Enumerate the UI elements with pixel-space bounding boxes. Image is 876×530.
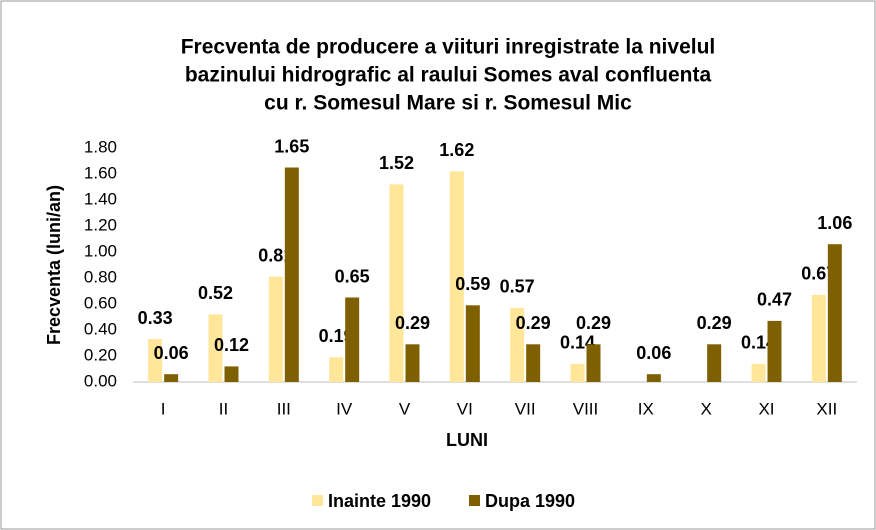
chart-title: cu r. Somesul Mare si r. Somesul Mic — [264, 92, 632, 115]
x-tick-label: II — [219, 399, 228, 418]
bar — [646, 374, 661, 382]
data-label: 0.47 — [757, 290, 792, 310]
data-label: 0.06 — [636, 343, 671, 363]
bar — [208, 314, 223, 382]
bar — [510, 307, 525, 382]
y-tick-label: 0.20 — [84, 345, 117, 364]
y-tick-label: 0.40 — [84, 319, 117, 338]
data-label: 0.19 — [319, 326, 354, 346]
x-tick-label: X — [700, 399, 711, 418]
data-label: 0.29 — [576, 313, 611, 333]
bar — [526, 344, 541, 382]
data-label: 0.81 — [258, 245, 293, 265]
data-label: 0.29 — [395, 313, 430, 333]
y-tick-label: 1.80 — [84, 137, 117, 156]
y-tick-label: 0.80 — [84, 267, 117, 286]
bar — [148, 339, 163, 382]
x-tick-label: VII — [515, 399, 536, 418]
bar — [586, 344, 601, 382]
legend-swatch — [312, 495, 323, 506]
y-tick-label: 1.20 — [84, 215, 117, 234]
chart-title: bazinului hidrografic al raului Somes av… — [185, 64, 712, 87]
x-tick-label: III — [277, 399, 291, 418]
legend-swatch — [469, 495, 480, 506]
data-label: 0.29 — [697, 313, 732, 333]
bar — [284, 167, 299, 382]
x-tick-label: XI — [758, 399, 774, 418]
x-tick-label: IV — [336, 399, 353, 418]
y-tick-label: 1.40 — [84, 189, 117, 208]
data-label: 0.06 — [154, 343, 189, 363]
bar — [707, 344, 722, 382]
data-label: 0.29 — [516, 313, 551, 333]
bar — [224, 366, 239, 382]
data-label: 0.14 — [560, 333, 595, 353]
bar — [164, 374, 179, 382]
bar — [268, 276, 283, 382]
y-tick-label: 1.60 — [84, 163, 117, 182]
data-label: 1.62 — [439, 140, 474, 160]
x-tick-label: VI — [457, 399, 473, 418]
data-label: 0.67 — [801, 264, 836, 284]
data-label: 0.65 — [335, 266, 370, 286]
x-tick-label: V — [399, 399, 411, 418]
bar — [329, 357, 344, 382]
y-tick-label: 0.60 — [84, 293, 117, 312]
y-tick-label: 0.00 — [84, 371, 117, 390]
x-tick-label: XII — [816, 399, 837, 418]
data-label: 0.57 — [500, 277, 535, 297]
bar — [751, 363, 766, 382]
y-axis-label: Frecventa (luni/an) — [44, 185, 64, 345]
chart-title: Frecventa de producere a viituri inregis… — [181, 36, 716, 59]
data-label: 1.06 — [817, 213, 852, 233]
data-label: 0.59 — [455, 274, 490, 294]
data-label: 0.33 — [138, 308, 173, 328]
x-tick-label: VIII — [573, 399, 599, 418]
x-tick-label: IX — [638, 399, 654, 418]
bar — [570, 363, 585, 382]
bar — [405, 344, 420, 382]
bar — [465, 305, 480, 382]
data-label: 1.52 — [379, 153, 414, 173]
bar — [767, 320, 782, 382]
bar — [345, 297, 360, 382]
bar — [827, 244, 842, 382]
y-tick-label: 1.00 — [84, 241, 117, 260]
bar — [449, 171, 464, 382]
legend-label: Dupa 1990 — [485, 491, 575, 511]
bar — [811, 294, 826, 382]
data-label: 0.14 — [741, 333, 776, 353]
x-axis-label: LUNI — [446, 430, 488, 450]
legend-label: Inainte 1990 — [328, 491, 431, 511]
bar — [389, 184, 404, 382]
data-label: 0.12 — [214, 335, 249, 355]
data-label: 0.52 — [198, 283, 233, 303]
x-tick-label: I — [161, 399, 166, 418]
data-label: 1.65 — [274, 136, 309, 156]
